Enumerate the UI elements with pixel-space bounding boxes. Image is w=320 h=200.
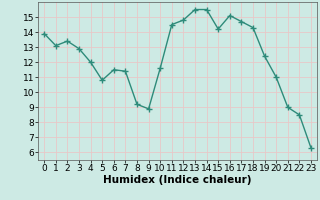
X-axis label: Humidex (Indice chaleur): Humidex (Indice chaleur) <box>103 175 252 185</box>
